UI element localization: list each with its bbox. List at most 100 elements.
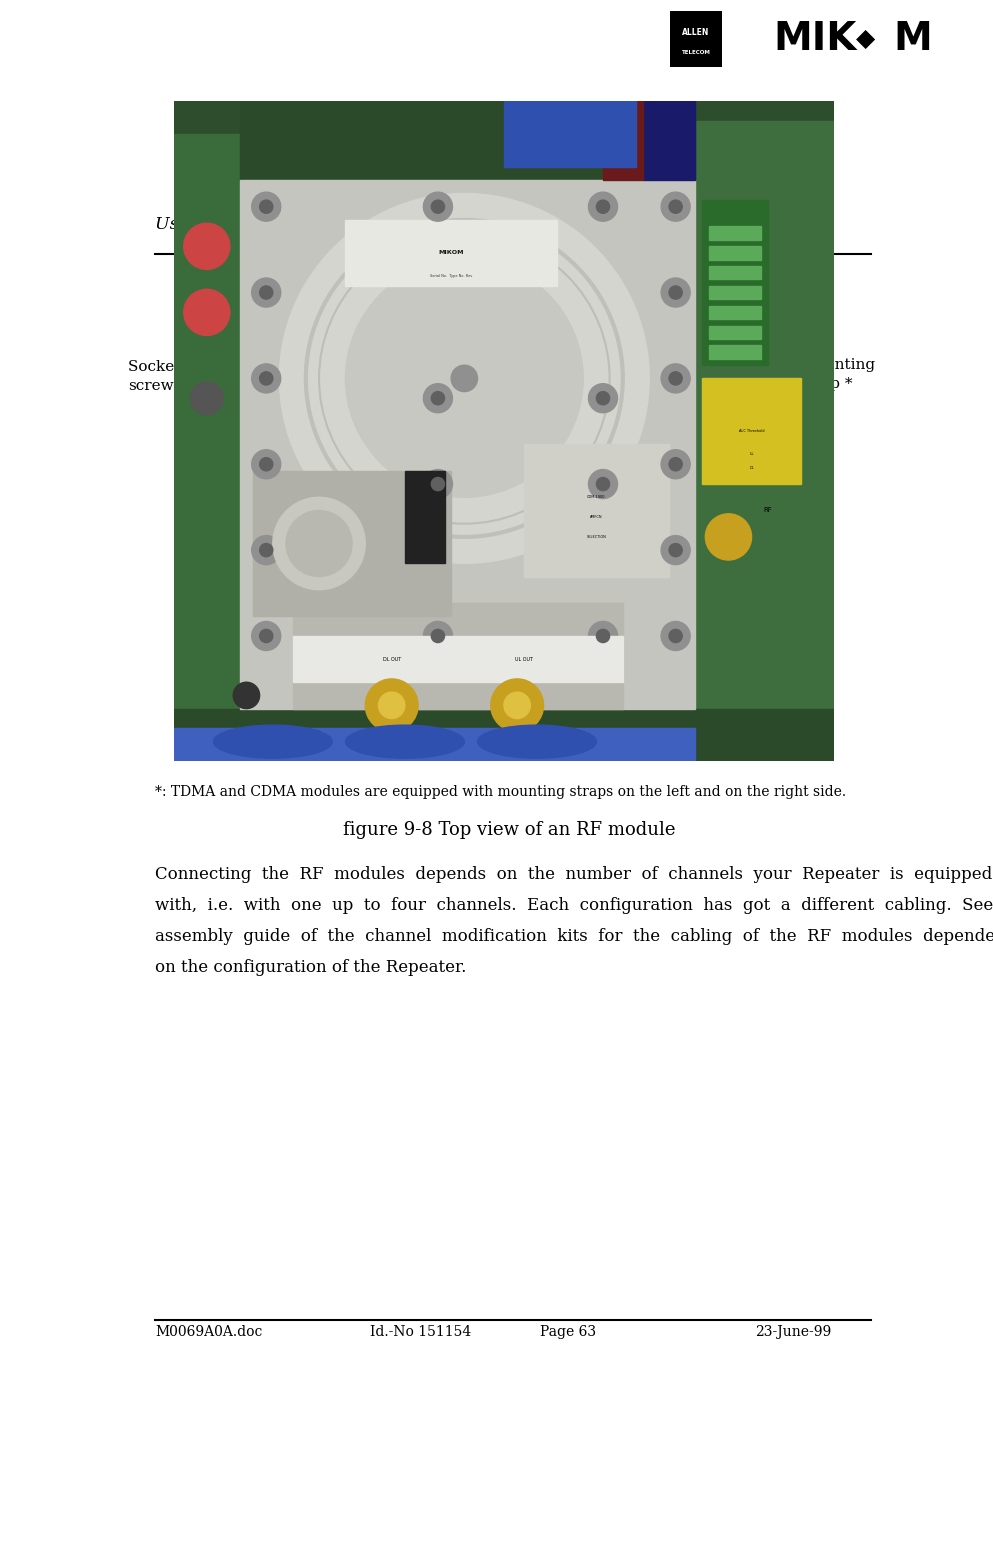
Circle shape (259, 371, 273, 385)
Circle shape (491, 679, 543, 732)
Text: ALC Threshold: ALC Threshold (739, 429, 765, 434)
Bar (174, 709, 834, 761)
Text: AMFCN: AMFCN (590, 514, 603, 519)
Text: with,  i.e.  with  one  up  to  four  channels.  Each  configuration  has  got  : with, i.e. with one up to four channels.… (155, 897, 993, 914)
Text: screws: screws (128, 379, 182, 393)
Circle shape (423, 469, 453, 499)
Bar (240, 180, 695, 709)
Circle shape (589, 622, 618, 651)
Text: Socket head cap: Socket head cap (128, 361, 255, 375)
Bar (504, 101, 637, 166)
Circle shape (273, 497, 365, 591)
Text: on the configuration of the Repeater.: on the configuration of the Repeater. (155, 959, 467, 976)
Text: SELECTION: SELECTION (587, 535, 607, 539)
Circle shape (669, 629, 682, 643)
Circle shape (589, 384, 618, 413)
Text: DL: DL (749, 466, 754, 469)
Text: DL OUT: DL OUT (382, 657, 401, 662)
Text: UL: UL (750, 452, 754, 457)
Circle shape (669, 457, 682, 471)
Circle shape (669, 371, 682, 385)
Circle shape (251, 364, 281, 393)
Circle shape (597, 477, 610, 491)
Bar (695, 121, 834, 749)
Bar (405, 471, 445, 564)
Text: assembly  guide  of  the  channel  modification  kits  for  the  cabling  of  th: assembly guide of the channel modificati… (155, 928, 993, 945)
Circle shape (184, 289, 230, 336)
Circle shape (259, 544, 273, 556)
Text: *: TDMA and CDMA modules are equipped with mounting straps on the left and on th: *: TDMA and CDMA modules are equipped wi… (155, 785, 846, 799)
Text: Mounting: Mounting (799, 357, 875, 371)
Text: ALLEN: ALLEN (682, 28, 710, 37)
Bar (709, 246, 762, 260)
Ellipse shape (478, 726, 597, 758)
Circle shape (597, 629, 610, 643)
Circle shape (423, 622, 453, 651)
Bar (702, 200, 769, 365)
Circle shape (233, 682, 259, 709)
Bar (603, 101, 642, 180)
Circle shape (423, 193, 453, 221)
Bar (709, 266, 762, 280)
Circle shape (431, 200, 445, 213)
Circle shape (251, 193, 281, 221)
Text: M: M (893, 20, 931, 57)
Text: MIK: MIK (774, 20, 856, 57)
Text: ◆: ◆ (856, 26, 876, 51)
Circle shape (423, 384, 453, 413)
Bar (293, 636, 623, 682)
Circle shape (259, 629, 273, 643)
Circle shape (589, 193, 618, 221)
Circle shape (279, 194, 649, 563)
Text: Page 63: Page 63 (540, 1324, 596, 1338)
Circle shape (504, 692, 530, 718)
Text: TELECOM: TELECOM (681, 50, 711, 56)
Circle shape (669, 544, 682, 556)
Circle shape (431, 392, 445, 406)
Text: 23-June-99: 23-June-99 (756, 1324, 831, 1338)
Bar (709, 306, 762, 319)
Circle shape (251, 449, 281, 479)
Circle shape (184, 224, 230, 269)
Text: Connecting  the  RF  modules  depends  on  the  number  of  channels  your  Repe: Connecting the RF modules depends on the… (155, 866, 992, 883)
Bar (346, 219, 557, 286)
Text: strap *: strap * (799, 378, 852, 392)
Circle shape (661, 278, 690, 308)
Circle shape (259, 200, 273, 213)
Text: M0069A0A.doc: M0069A0A.doc (155, 1324, 262, 1338)
Text: CDM-1900: CDM-1900 (587, 496, 606, 499)
Circle shape (365, 679, 418, 732)
Bar (642, 101, 695, 180)
Bar (240, 101, 695, 180)
Circle shape (661, 449, 690, 479)
Circle shape (251, 536, 281, 564)
Bar (709, 227, 762, 239)
Bar (174, 134, 240, 729)
Circle shape (661, 364, 690, 393)
Circle shape (259, 286, 273, 298)
Bar (709, 325, 762, 339)
Circle shape (259, 457, 273, 471)
Ellipse shape (346, 726, 465, 758)
Circle shape (431, 629, 445, 643)
Bar (253, 471, 451, 617)
Bar (709, 345, 762, 359)
Circle shape (661, 536, 690, 564)
Circle shape (251, 278, 281, 308)
Text: RF: RF (764, 508, 773, 513)
Circle shape (191, 382, 223, 415)
Text: User’s manual for Remote Unit MOR701B Power: User’s manual for Remote Unit MOR701B Po… (155, 216, 587, 233)
Circle shape (597, 392, 610, 406)
Text: UL OUT: UL OUT (514, 657, 533, 662)
Circle shape (286, 510, 353, 577)
Bar (293, 603, 623, 709)
Circle shape (251, 622, 281, 651)
Text: figure 9-8 Top view of an RF module: figure 9-8 Top view of an RF module (343, 821, 675, 839)
Circle shape (669, 286, 682, 298)
Bar (174, 729, 695, 761)
Circle shape (669, 200, 682, 213)
Circle shape (705, 514, 752, 559)
Bar (709, 286, 762, 298)
Circle shape (597, 200, 610, 213)
Circle shape (589, 469, 618, 499)
